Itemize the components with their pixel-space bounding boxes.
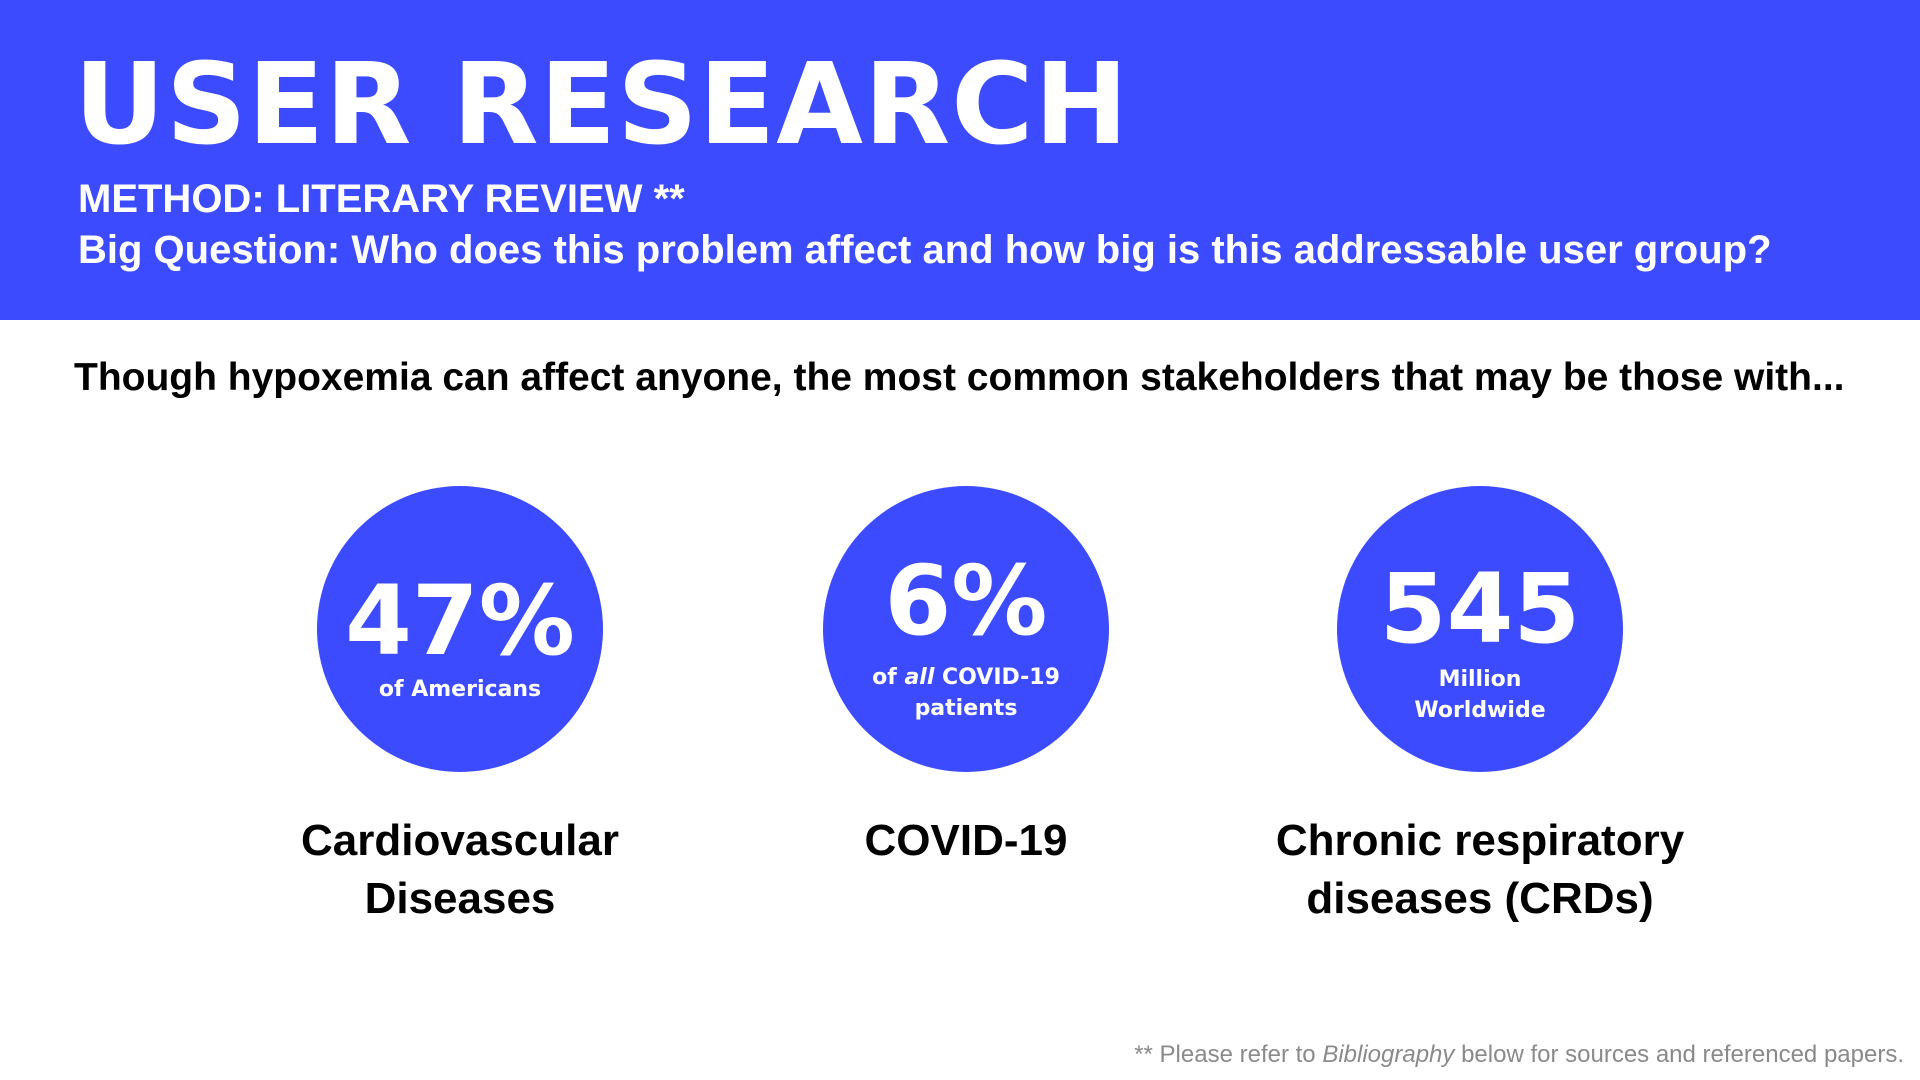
- stat-label-line1: COVID-19: [864, 816, 1068, 865]
- stat-label-line1: Chronic respiratory: [1275, 816, 1685, 865]
- stat-caption-line1: Million: [1438, 667, 1522, 692]
- stat-circle: 6% of all COVID-19 patients: [823, 486, 1109, 772]
- stat-label: COVID-19: [756, 812, 1176, 870]
- stat-caption-emphasis: all: [904, 665, 935, 690]
- stat-value: 47%: [345, 565, 575, 677]
- stat-cardiovascular: 47% of Americans Cardiovascular Diseases: [250, 486, 670, 928]
- footnote-suffix: below for sources and referenced papers.: [1454, 1041, 1904, 1068]
- footnote: ** Please refer to Bibliography below fo…: [1134, 1040, 1904, 1070]
- stat-covid: 6% of all COVID-19 patients COVID-19: [756, 486, 1176, 870]
- stat-label-line2: diseases (CRDs): [1306, 874, 1654, 923]
- header-banner: USER RESEARCH METHOD: LITERARY REVIEW **…: [0, 0, 1920, 320]
- bibliography-reference: Bibliography: [1322, 1041, 1455, 1068]
- stat-caption: of Americans: [378, 677, 542, 702]
- stat-caption-line2: patients: [914, 696, 1018, 721]
- stat-caption-line2: Worldwide: [1414, 698, 1546, 723]
- stat-label-line1: Cardiovascular: [301, 816, 619, 865]
- page-title: USER RESEARCH: [74, 40, 1130, 170]
- stat-value: 6%: [884, 545, 1048, 657]
- big-question: Big Question: Who does this problem affe…: [78, 228, 1772, 272]
- stat-circle: 545 Million Worldwide: [1337, 486, 1623, 772]
- stat-label-line2: Diseases: [364, 874, 556, 923]
- method-subtitle: METHOD: LITERARY REVIEW **: [78, 177, 685, 221]
- stat-caption: Million Worldwide: [1337, 664, 1623, 726]
- stat-crds: 545 Million Worldwide Chronic respirator…: [1270, 486, 1690, 928]
- intro-text: Though hypoxemia can affect anyone, the …: [74, 356, 1845, 399]
- stat-caption-prefix: of: [872, 665, 905, 690]
- stat-caption: of all COVID-19 patients: [823, 662, 1109, 724]
- stat-value: 545: [1379, 553, 1581, 665]
- footnote-prefix: ** Please refer to: [1134, 1041, 1323, 1068]
- stat-caption-suffix: COVID-19: [934, 665, 1060, 690]
- stat-label: Chronic respiratory diseases (CRDs): [1270, 812, 1690, 928]
- stat-circle: 47% of Americans: [317, 486, 603, 772]
- stat-label: Cardiovascular Diseases: [250, 812, 670, 928]
